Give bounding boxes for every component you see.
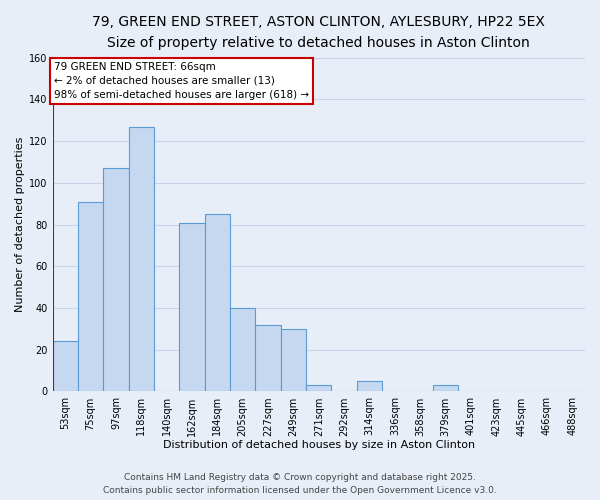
Bar: [281, 329, 306, 392]
Text: Contains HM Land Registry data © Crown copyright and database right 2025.
Contai: Contains HM Land Registry data © Crown c…: [103, 474, 497, 495]
Bar: [205, 214, 230, 392]
Bar: [53, 342, 78, 392]
Y-axis label: Number of detached properties: Number of detached properties: [15, 137, 25, 312]
Bar: [128, 126, 154, 392]
Bar: [306, 385, 331, 392]
Bar: [230, 308, 256, 392]
X-axis label: Distribution of detached houses by size in Aston Clinton: Distribution of detached houses by size …: [163, 440, 475, 450]
Bar: [78, 202, 103, 392]
Title: 79, GREEN END STREET, ASTON CLINTON, AYLESBURY, HP22 5EX
Size of property relati: 79, GREEN END STREET, ASTON CLINTON, AYL…: [92, 15, 545, 50]
Bar: [433, 385, 458, 392]
Bar: [179, 222, 205, 392]
Bar: [357, 381, 382, 392]
Bar: [256, 324, 281, 392]
Text: 79 GREEN END STREET: 66sqm
← 2% of detached houses are smaller (13)
98% of semi-: 79 GREEN END STREET: 66sqm ← 2% of detac…: [54, 62, 309, 100]
Bar: [103, 168, 128, 392]
